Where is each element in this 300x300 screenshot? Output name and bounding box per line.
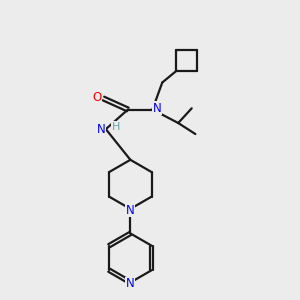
Text: N: N bbox=[97, 123, 106, 136]
Text: N: N bbox=[126, 204, 135, 217]
Text: H: H bbox=[112, 122, 120, 132]
Text: N: N bbox=[152, 102, 161, 115]
Text: N: N bbox=[126, 277, 135, 290]
Text: O: O bbox=[93, 91, 102, 104]
